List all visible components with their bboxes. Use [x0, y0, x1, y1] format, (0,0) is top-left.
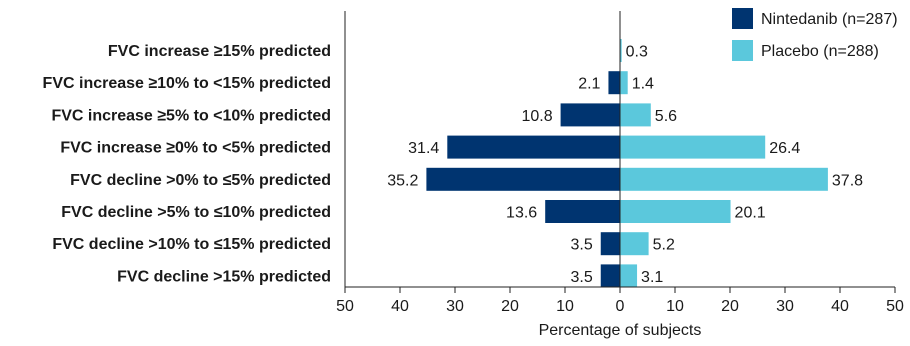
x-tick-label: 20 [721, 298, 739, 315]
bar-placebo [620, 264, 638, 288]
category-label: FVC decline >10% to ≤15% predicted [52, 236, 331, 253]
data-label-placebo: 37.8 [832, 172, 863, 189]
x-tick-label: 10 [666, 298, 684, 315]
bar-nintedanib [600, 264, 620, 288]
x-tick-label: 20 [501, 298, 519, 315]
category-label: FVC decline >5% to ≤10% predicted [61, 204, 331, 221]
category-label: FVC increase ≥5% to <10% predicted [51, 107, 331, 124]
data-label-placebo: 26.4 [769, 140, 800, 157]
bar-placebo [620, 200, 731, 223]
x-tick-label: 10 [556, 298, 574, 315]
category-label: FVC increase ≥10% to <15% predicted [43, 75, 331, 92]
bar-placebo [620, 167, 828, 191]
category-label: FVC decline >15% predicted [117, 268, 331, 285]
x-tick-label: 40 [391, 298, 409, 315]
x-tick-label: 50 [336, 298, 354, 315]
x-tick-label: 40 [831, 298, 849, 315]
bar-placebo [620, 232, 649, 256]
x-tick-label: 0 [616, 298, 625, 315]
data-label-placebo: 5.2 [653, 237, 675, 254]
legend-swatch [732, 8, 753, 29]
bar-nintedanib [560, 103, 620, 127]
bar-nintedanib [447, 135, 620, 159]
bar-placebo [620, 39, 622, 62]
bar-placebo [620, 71, 628, 95]
data-label-nintedanib: 31.4 [408, 140, 439, 157]
bar-nintedanib [600, 232, 620, 256]
data-label-placebo: 20.1 [735, 205, 766, 222]
bar-nintedanib [426, 167, 620, 191]
bar-placebo [620, 135, 766, 159]
legend: Nintedanib (n=287) Placebo (n=288) [732, 8, 898, 61]
data-label-placebo: 3.1 [641, 269, 663, 286]
data-label-placebo: 1.4 [632, 76, 654, 93]
legend-label: Nintedanib (n=287) [761, 11, 898, 28]
data-labels-group: 0.3 2.1 1.4 10.8 5.6 31.4 26.4 35.2 37.8 13.6 20.1… [387, 44, 863, 286]
category-label: FVC increase ≥15% predicted [108, 43, 331, 60]
data-label-nintedanib: 35.2 [387, 172, 418, 189]
category-labels-group: FVC increase ≥15% predicted FVC increase … [43, 43, 331, 285]
bar-nintedanib [545, 200, 620, 223]
data-label-placebo: 5.6 [655, 108, 677, 125]
x-tick-label: 30 [446, 298, 464, 315]
legend-swatch [732, 40, 753, 61]
bar-placebo [620, 103, 651, 127]
data-label-nintedanib: 2.1 [578, 76, 600, 93]
data-label-nintedanib: 10.8 [521, 108, 552, 125]
data-label-nintedanib: 13.6 [506, 205, 537, 222]
bar-nintedanib [608, 71, 620, 95]
category-label: FVC increase ≥0% to <5% predicted [60, 140, 331, 157]
x-axis-title: Percentage of subjects [539, 322, 702, 339]
axes-group: 50 40 30 20 10 0 10 20 30 40 50 Percentage of subje… [336, 11, 904, 339]
legend-label: Placebo (n=288) [761, 43, 879, 60]
x-tick-label: 30 [776, 298, 794, 315]
x-tick-label: 50 [886, 298, 904, 315]
data-label-placebo: 0.3 [626, 44, 648, 61]
data-label-nintedanib: 3.5 [571, 237, 593, 254]
category-label: FVC decline >0% to ≤5% predicted [70, 172, 331, 189]
data-label-nintedanib: 3.5 [571, 269, 593, 286]
bars-group [426, 39, 828, 288]
